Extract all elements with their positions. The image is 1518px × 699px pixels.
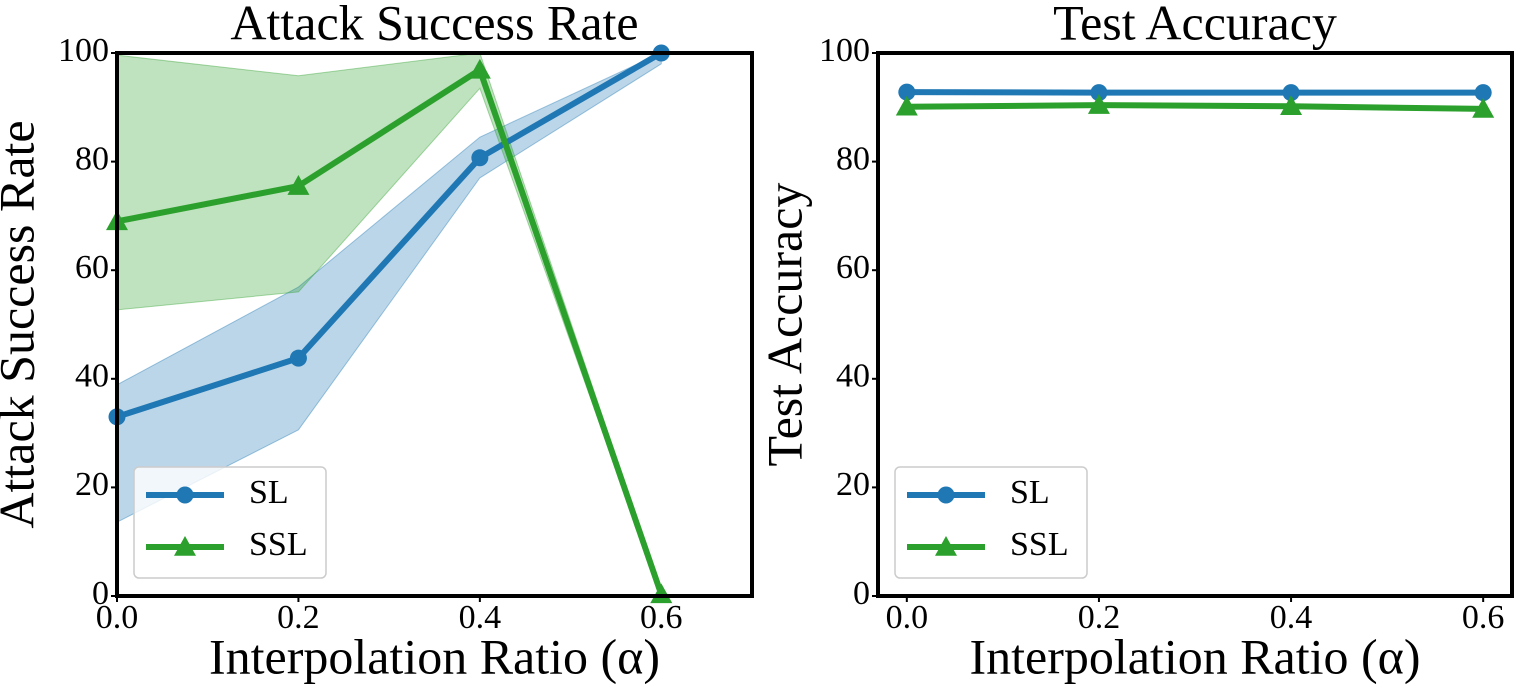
legend-label: SL xyxy=(249,474,289,511)
chart: Test Accuracy Interpolation Ratio (α) Test… xyxy=(756,0,1514,684)
y-tick-label: 100 xyxy=(819,32,870,69)
y-tick-label: 20 xyxy=(75,466,109,503)
x-tick-label: 0.2 xyxy=(277,599,320,636)
chart-title: Test Accuracy xyxy=(1053,0,1337,50)
x-tick-label: 0.0 xyxy=(96,599,139,636)
y-axis-label: Test Accuracy xyxy=(756,183,812,467)
y-tick-label: 80 xyxy=(75,140,109,177)
line xyxy=(906,89,1484,96)
line xyxy=(116,66,665,596)
y-tick-label: 60 xyxy=(75,249,109,286)
marker xyxy=(650,583,673,604)
y-tick-label: 0 xyxy=(853,575,870,612)
chart: Attack Success Rate Interpolation Ratio (… xyxy=(0,0,754,684)
x-tick-label: 0.4 xyxy=(1270,599,1313,636)
x-tick-label: 0.0 xyxy=(886,599,929,636)
y-tick-label: 60 xyxy=(836,249,870,286)
marker xyxy=(287,175,310,195)
x-tick-label: 0.6 xyxy=(1462,599,1505,636)
x-tick-label: 0.4 xyxy=(459,599,502,636)
x-tick-label: 0.2 xyxy=(1078,599,1121,636)
legend: SL SSL xyxy=(894,466,1088,579)
y-tick-label: 20 xyxy=(836,466,870,503)
x-axis-label: Interpolation Ratio (α) xyxy=(969,628,1420,684)
line xyxy=(906,102,1484,112)
x-axis-label: Interpolation Ratio (α) xyxy=(209,628,660,684)
marker xyxy=(895,95,918,116)
legend-marker xyxy=(176,486,194,504)
marker xyxy=(1282,84,1300,102)
y-tick-label: 0 xyxy=(92,575,109,612)
marker xyxy=(898,83,916,101)
y-tick-label: 100 xyxy=(58,32,109,69)
marker xyxy=(289,349,307,367)
plot-frame xyxy=(115,51,754,598)
y-tick-label: 40 xyxy=(75,358,109,395)
x-tick-label: 0.6 xyxy=(640,599,683,636)
legend: SL SSL xyxy=(133,466,327,579)
legend-label: SSL xyxy=(249,526,308,563)
marker xyxy=(1087,94,1110,114)
plot-frame xyxy=(876,51,1514,598)
marker xyxy=(1090,84,1108,102)
y-axis-label: Attack Success Rate xyxy=(0,120,44,528)
y-tick-label: 80 xyxy=(836,140,870,177)
legend-marker xyxy=(174,536,196,556)
legend-marker xyxy=(937,486,955,504)
error-band xyxy=(117,53,662,596)
line xyxy=(116,50,663,420)
marker xyxy=(468,58,491,79)
marker xyxy=(1474,84,1492,102)
marker xyxy=(1472,97,1495,118)
y-tick-label: 40 xyxy=(836,358,870,395)
legend-label: SSL xyxy=(1010,526,1069,563)
legend-label: SL xyxy=(1010,474,1050,511)
legend-marker xyxy=(935,536,957,556)
marker xyxy=(471,149,489,167)
marker xyxy=(1280,95,1303,116)
chart-title: Attack Success Rate xyxy=(230,0,638,50)
